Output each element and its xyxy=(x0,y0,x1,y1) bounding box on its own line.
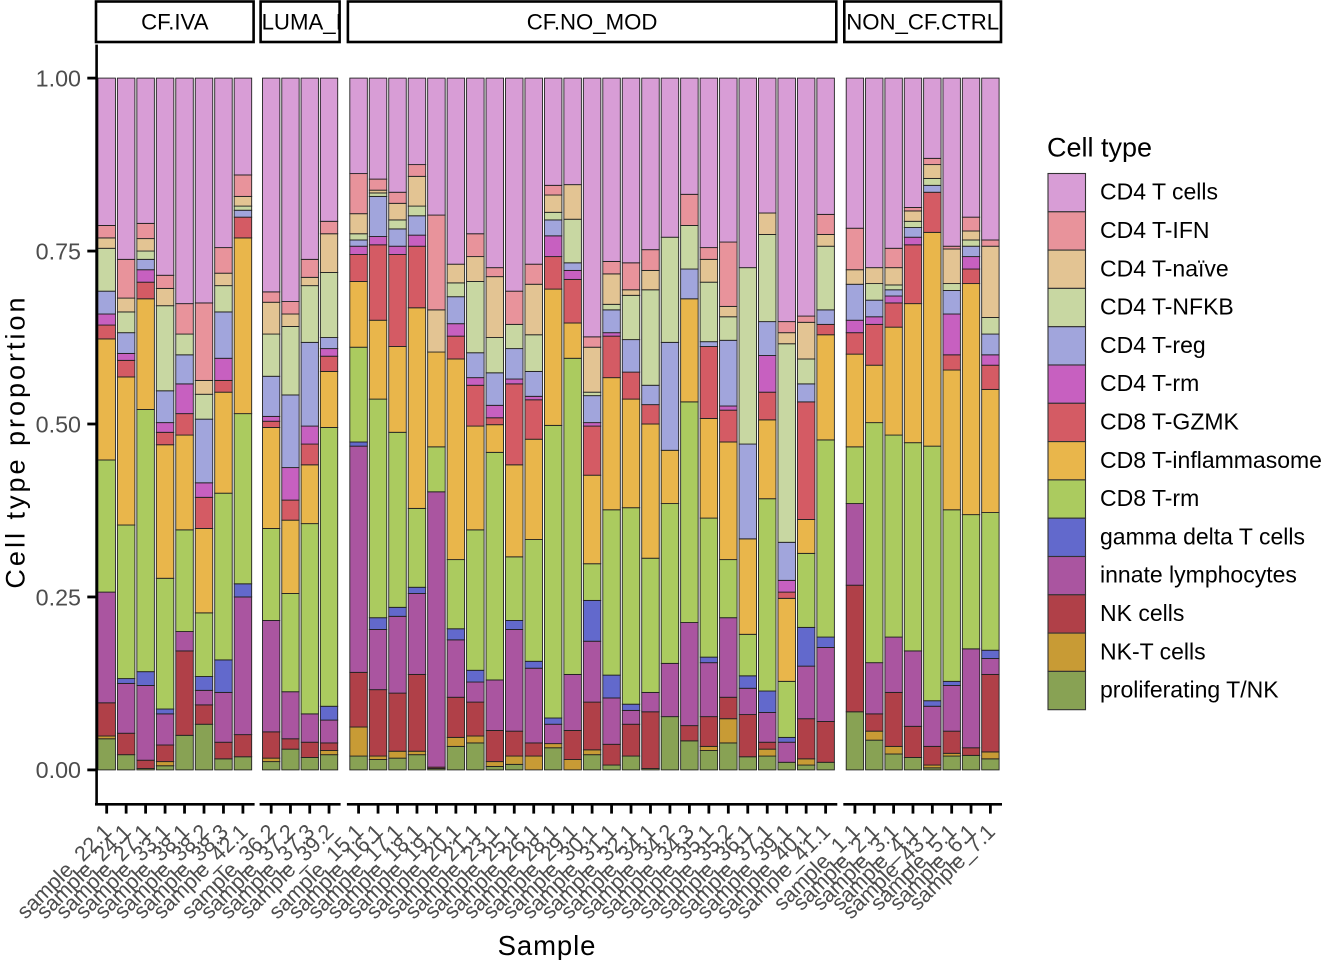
svg-text:NON_CF.CTRL: NON_CF.CTRL xyxy=(846,10,999,35)
svg-text:innate lymphocytes: innate lymphocytes xyxy=(1100,562,1297,588)
svg-text:Cell type proportion: Cell type proportion xyxy=(1,294,31,588)
svg-text:1.00: 1.00 xyxy=(36,65,81,91)
svg-text:Cell type: Cell type xyxy=(1047,132,1152,162)
svg-text:CD8 T-rm: CD8 T-rm xyxy=(1100,485,1199,511)
svg-text:CD4 T-reg: CD4 T-reg xyxy=(1100,332,1206,358)
svg-text:CD8 T-GZMK: CD8 T-GZMK xyxy=(1100,408,1240,434)
svg-text:LUMA_IVA: LUMA_IVA xyxy=(262,10,370,35)
svg-text:0.00: 0.00 xyxy=(36,757,81,783)
svg-text:CD4 T-IFN: CD4 T-IFN xyxy=(1100,217,1209,243)
svg-text:CD4 T-rm: CD4 T-rm xyxy=(1100,370,1199,396)
svg-text:CD4 T-naïve: CD4 T-naïve xyxy=(1100,255,1229,281)
svg-text:Sample: Sample xyxy=(498,930,597,960)
svg-text:NK-T cells: NK-T cells xyxy=(1100,638,1206,664)
svg-text:0.50: 0.50 xyxy=(36,411,81,437)
svg-text:0.25: 0.25 xyxy=(36,584,81,610)
svg-text:CD8 T-inflammasome: CD8 T-inflammasome xyxy=(1100,447,1322,473)
svg-text:NK cells: NK cells xyxy=(1100,600,1184,626)
svg-text:CD4 T cells: CD4 T cells xyxy=(1100,179,1218,205)
svg-text:0.75: 0.75 xyxy=(36,238,81,264)
svg-text:CF.NO_MOD: CF.NO_MOD xyxy=(527,10,658,35)
svg-text:CF.IVA: CF.IVA xyxy=(141,10,209,35)
svg-text:gamma delta T cells: gamma delta T cells xyxy=(1100,523,1305,549)
svg-text:proliferating T/NK: proliferating T/NK xyxy=(1100,677,1279,703)
svg-text:CD4 T-NFKB: CD4 T-NFKB xyxy=(1100,294,1234,320)
